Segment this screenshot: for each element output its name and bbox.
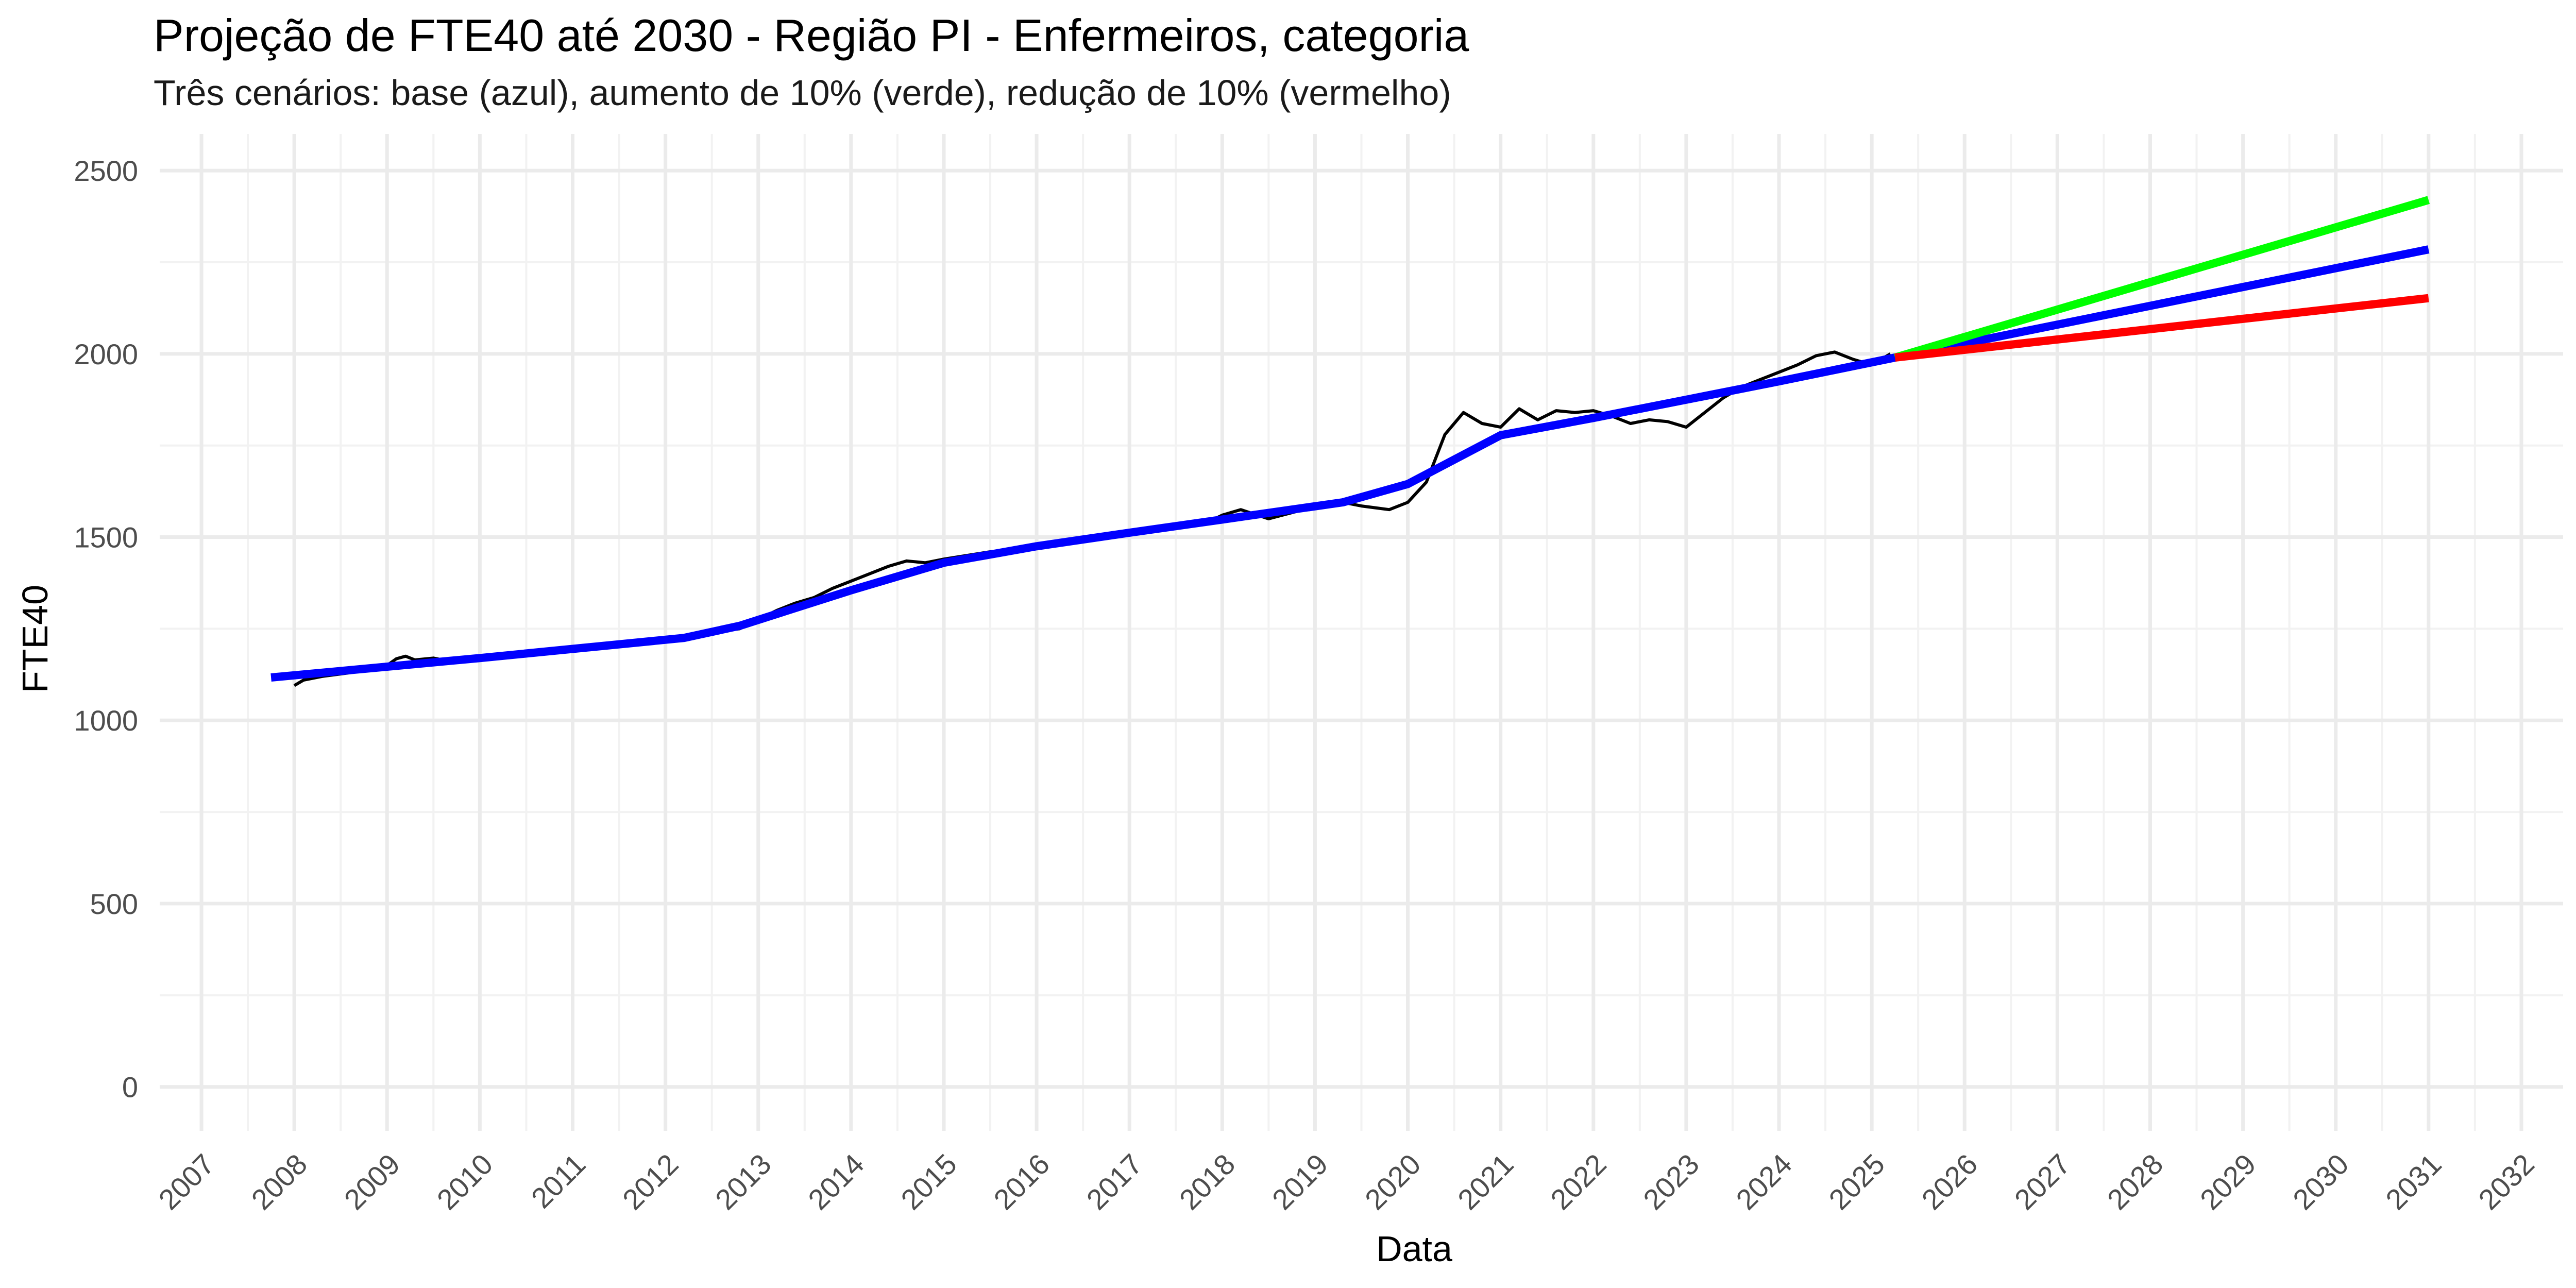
x-tick-label: 2022 <box>1544 1147 1613 1216</box>
x-axis: 2007 2008 2009 2010 2011 2012 2013 2014 2015 2016… <box>152 1147 2540 1216</box>
x-tick-label: 2017 <box>1080 1147 1149 1216</box>
series-line-0 <box>293 350 1891 687</box>
x-axis-title: Data <box>1376 1229 1452 1269</box>
x-tick-label: 2024 <box>1730 1147 1798 1216</box>
y-tick-label: 2000 <box>74 338 138 370</box>
chart-subtitle: Três cenários: base (azul), aumento de 1… <box>154 73 1451 113</box>
x-tick-label: 2014 <box>802 1147 870 1216</box>
series-group <box>270 196 2430 687</box>
x-tick-label: 2025 <box>1822 1147 1891 1216</box>
series-line-1 <box>270 245 2430 682</box>
x-tick-label: 2026 <box>1916 1147 1984 1216</box>
y-tick-label: 500 <box>90 888 138 920</box>
x-tick-label: 2021 <box>1451 1147 1520 1216</box>
grid <box>160 134 2563 1131</box>
x-tick-label: 2013 <box>709 1147 777 1216</box>
x-tick-label: 2009 <box>338 1147 406 1216</box>
x-tick-label: 2010 <box>431 1147 499 1216</box>
x-tick-label: 2011 <box>525 1147 592 1214</box>
series-line-2 <box>1893 196 2430 362</box>
x-tick-label: 2031 <box>2379 1147 2448 1216</box>
x-tick-label: 2016 <box>987 1147 1056 1216</box>
series-line-3 <box>1894 294 2429 362</box>
x-tick-label: 2018 <box>1173 1147 1242 1216</box>
x-tick-label: 2019 <box>1266 1147 1334 1216</box>
x-tick-label: 2008 <box>245 1147 314 1216</box>
x-tick-label: 2027 <box>2008 1147 2077 1216</box>
x-tick-label: 2012 <box>616 1147 685 1216</box>
x-tick-label: 2020 <box>1359 1147 1427 1216</box>
x-tick-label: 2023 <box>1637 1147 1705 1216</box>
y-tick-label: 1500 <box>74 521 138 554</box>
x-tick-label: 2015 <box>894 1147 963 1216</box>
y-axis: 0 500 1000 1500 2000 2500 <box>74 155 138 1103</box>
x-tick-label: 2007 <box>152 1147 221 1216</box>
x-tick-label: 2028 <box>2101 1147 2170 1216</box>
y-tick-label: 1000 <box>74 704 138 737</box>
chart-title: Projeção de FTE40 até 2030 - Região PI -… <box>154 10 1469 61</box>
y-axis-title: FTE40 <box>15 585 55 693</box>
x-tick-label: 2032 <box>2472 1147 2540 1216</box>
x-tick-label: 2029 <box>2194 1147 2262 1216</box>
y-tick-label: 2500 <box>74 155 138 187</box>
x-tick-label: 2030 <box>2286 1147 2355 1216</box>
y-tick-label: 0 <box>122 1071 138 1104</box>
